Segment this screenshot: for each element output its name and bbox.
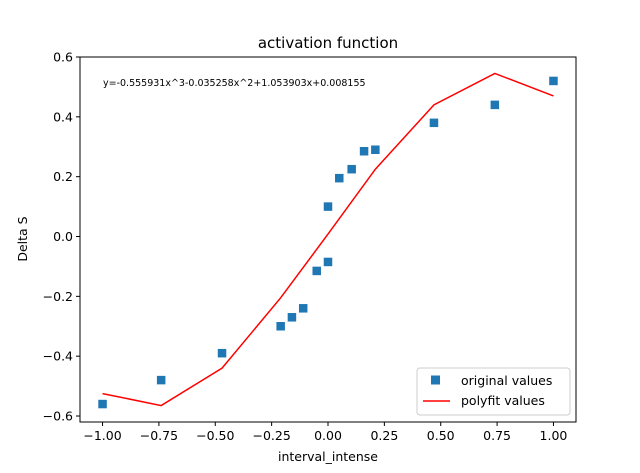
chart-title: activation function bbox=[258, 34, 398, 52]
x-tick-label: 0.25 bbox=[370, 428, 398, 443]
data-point bbox=[323, 202, 333, 211]
x-tick-label: 1.00 bbox=[540, 428, 568, 443]
legend-label-polyfit-values: polyfit values bbox=[461, 393, 545, 408]
data-point bbox=[347, 164, 356, 174]
data-point bbox=[287, 313, 297, 322]
data-point bbox=[98, 399, 107, 409]
x-axis-label: interval_intense bbox=[278, 449, 378, 464]
polyfit-line bbox=[102, 72, 554, 407]
x-tick-label: 0.75 bbox=[483, 428, 511, 443]
data-point bbox=[429, 118, 439, 128]
data-point bbox=[298, 304, 308, 313]
data-point bbox=[276, 322, 285, 331]
data-point bbox=[490, 100, 500, 110]
x-tick-label: −1.00 bbox=[83, 428, 121, 443]
data-point bbox=[371, 145, 380, 154]
x-axis: −1.00 −0.75 −0.50 −0.25 0.00 0.25 0.50 0.75 1.00 bbox=[83, 422, 567, 443]
data-point bbox=[335, 173, 344, 183]
y-tick-label: 0.6 bbox=[53, 50, 73, 65]
legend-label-original-values: original values bbox=[461, 373, 552, 388]
fit-equation-annotation: y=-0.555931x^3-0.035258x^2+1.053903x+0.0… bbox=[103, 78, 366, 89]
y-axis: −0.6 −0.4 −0.2 0.0 0.2 0.4 0.6 bbox=[43, 50, 80, 424]
y-tick-label: 0.2 bbox=[53, 169, 73, 184]
plot-area bbox=[98, 72, 558, 409]
data-point bbox=[312, 266, 321, 276]
y-tick-label: −0.6 bbox=[43, 409, 73, 424]
data-point bbox=[217, 348, 227, 358]
y-tick-label: −0.2 bbox=[43, 289, 73, 304]
y-axis-label: Delta S bbox=[15, 216, 30, 261]
x-tick-label: −0.25 bbox=[252, 428, 290, 443]
y-tick-label: 0.4 bbox=[53, 109, 73, 124]
data-point bbox=[359, 146, 369, 156]
y-tick-label: −0.4 bbox=[43, 349, 73, 364]
legend-marker-original-values bbox=[431, 375, 440, 385]
data-point bbox=[323, 257, 333, 267]
data-point bbox=[549, 76, 558, 86]
x-tick-label: 0.00 bbox=[314, 428, 342, 443]
x-tick-label: −0.50 bbox=[196, 428, 234, 443]
legend-frame bbox=[416, 367, 571, 416]
legend: original values polyfit values bbox=[416, 367, 571, 416]
x-tick-label: 0.50 bbox=[427, 428, 455, 443]
x-tick-label: −0.75 bbox=[140, 428, 178, 443]
y-tick-label: 0.0 bbox=[53, 229, 73, 244]
data-point bbox=[156, 375, 166, 385]
